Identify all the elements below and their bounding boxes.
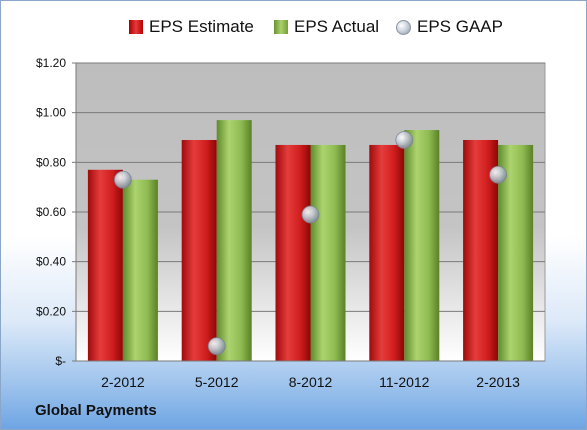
- legend-label-estimate: EPS Estimate: [149, 17, 254, 36]
- legend-item-eps-gaap: EPS GAAP: [396, 17, 503, 37]
- legend-swatch-actual: [274, 20, 288, 34]
- legend-item-eps-actual: EPS Actual: [274, 17, 379, 37]
- legend: EPS Estimate EPS Actual EPS GAAP: [1, 17, 586, 43]
- y-tick-label: $1.20: [36, 56, 66, 70]
- y-tick-label: $0.80: [36, 155, 66, 169]
- legend-swatch-gaap: [396, 19, 411, 35]
- legend-item-eps-estimate: EPS Estimate: [129, 17, 254, 37]
- x-tick-label: 2-2012: [101, 374, 145, 390]
- legend-label-gaap: EPS GAAP: [417, 17, 503, 36]
- x-tick-label: 11-2012: [379, 374, 430, 390]
- y-tick-label: $0.60: [36, 205, 66, 219]
- y-tick-label: $0.20: [36, 304, 66, 318]
- company-name: Global Payments: [35, 402, 157, 419]
- x-tick-label: 5-2012: [195, 374, 239, 390]
- bar-eps-actual-2-2012: [122, 179, 158, 361]
- marker-eps-gaap-11-2012: [395, 131, 414, 149]
- bar-eps-actual-8-2012: [310, 144, 346, 361]
- bar-eps-estimate-8-2012: [275, 144, 311, 361]
- bar-eps-estimate-2-2012: [87, 169, 123, 361]
- marker-eps-gaap-2-2013: [489, 165, 508, 184]
- bar-eps-actual-5-2012: [216, 120, 252, 361]
- marker-eps-gaap-2-2012: [114, 170, 132, 189]
- marker-eps-gaap-8-2012: [301, 205, 320, 224]
- legend-label-actual: EPS Actual: [294, 17, 380, 36]
- bar-eps-estimate-5-2012: [181, 139, 217, 361]
- x-tick-label: 8-2012: [289, 374, 333, 390]
- bar-eps-actual-11-2012: [404, 130, 440, 361]
- x-tick-label: 2-2013: [476, 374, 520, 390]
- legend-swatch-estimate: [129, 20, 143, 34]
- y-tick-label: $1.00: [36, 106, 66, 120]
- y-tick-label: $-: [55, 354, 66, 368]
- marker-eps-gaap-5-2012: [207, 337, 226, 356]
- y-tick-label: $0.40: [36, 255, 66, 269]
- bar-eps-estimate-11-2012: [369, 144, 405, 361]
